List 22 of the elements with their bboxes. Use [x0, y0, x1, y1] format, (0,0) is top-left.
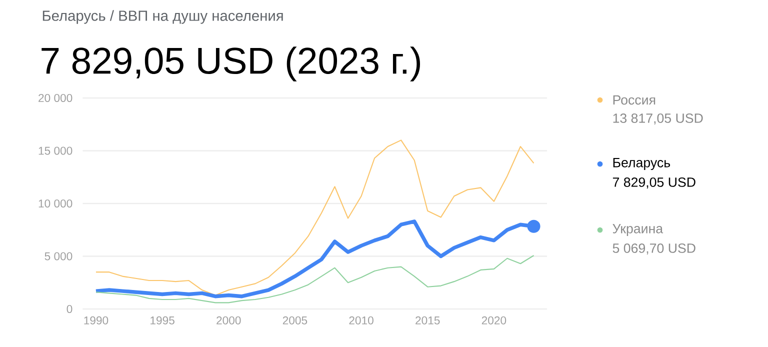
y-tick-label: 10 000: [38, 199, 72, 208]
y-tick-label: 0: [66, 304, 72, 314]
legend-label: Украина: [612, 224, 664, 236]
text: 5 069,70 USD: [612, 243, 696, 255]
text: 7 829,05 USD: [612, 177, 696, 189]
x-tick-label: 1995: [150, 316, 174, 324]
y-tick-label: 15 000: [38, 146, 72, 155]
chart-title: 7 829,05 USD (2023 г.): [42, 46, 420, 82]
x-tick-label: 2020: [482, 316, 506, 324]
legend-label: Беларусь: [613, 158, 670, 170]
x-tick-label: 2015: [416, 316, 440, 324]
y-tick-label: 20 000: [38, 94, 72, 102]
line-series: [95, 140, 534, 296]
x-tick-label: 2005: [282, 316, 308, 324]
y-tick-label: 5 000: [44, 252, 72, 260]
x-tick-label: 2010: [349, 316, 374, 324]
legend-label: Россия: [613, 95, 656, 105]
text: 13 817,05 USD: [613, 113, 703, 125]
x-tick-label: 2000: [216, 316, 241, 324]
chart-subtitle: Беларусь / ВВП на душу населения: [42, 10, 283, 24]
x-tick-label: 1990: [84, 316, 108, 324]
line-series: [95, 254, 534, 304]
